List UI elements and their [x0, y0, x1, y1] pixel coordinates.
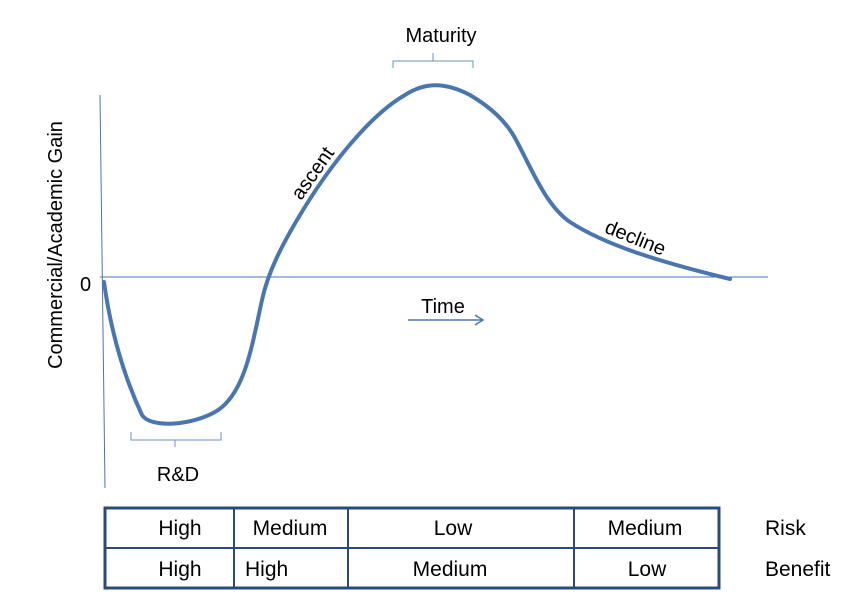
risk-cell-rd: High	[158, 517, 201, 540]
table-row-benefit: High High Medium Low Benefit	[158, 558, 830, 581]
time-arrow-icon	[408, 314, 485, 326]
benefit-cell-decline: Low	[628, 558, 667, 581]
zero-label: 0	[80, 274, 91, 296]
risk-row-label: Risk	[765, 517, 806, 540]
y-axis	[99, 94, 106, 489]
benefit-row-label: Benefit	[765, 558, 831, 581]
maturity-label: Maturity	[405, 25, 476, 47]
y-axis-label: Commercial/Academic Gain	[45, 121, 67, 369]
time-label: Time	[421, 296, 465, 318]
risk-benefit-table: High Medium Low Medium Risk High High Me…	[103, 506, 831, 590]
maturity-brace	[392, 53, 474, 68]
benefit-cell-rd: High	[158, 558, 201, 581]
benefit-cell-maturity: Medium	[413, 558, 488, 581]
benefit-cell-ascent: High	[245, 558, 288, 581]
risk-cell-ascent: Medium	[253, 517, 328, 540]
lifecycle-curve	[102, 83, 732, 426]
rd-brace	[130, 432, 222, 447]
table-row-risk: High Medium Low Medium Risk	[158, 517, 806, 540]
rd-label: R&D	[157, 464, 199, 486]
risk-cell-maturity: Low	[434, 517, 473, 540]
risk-cell-decline: Medium	[608, 517, 683, 540]
